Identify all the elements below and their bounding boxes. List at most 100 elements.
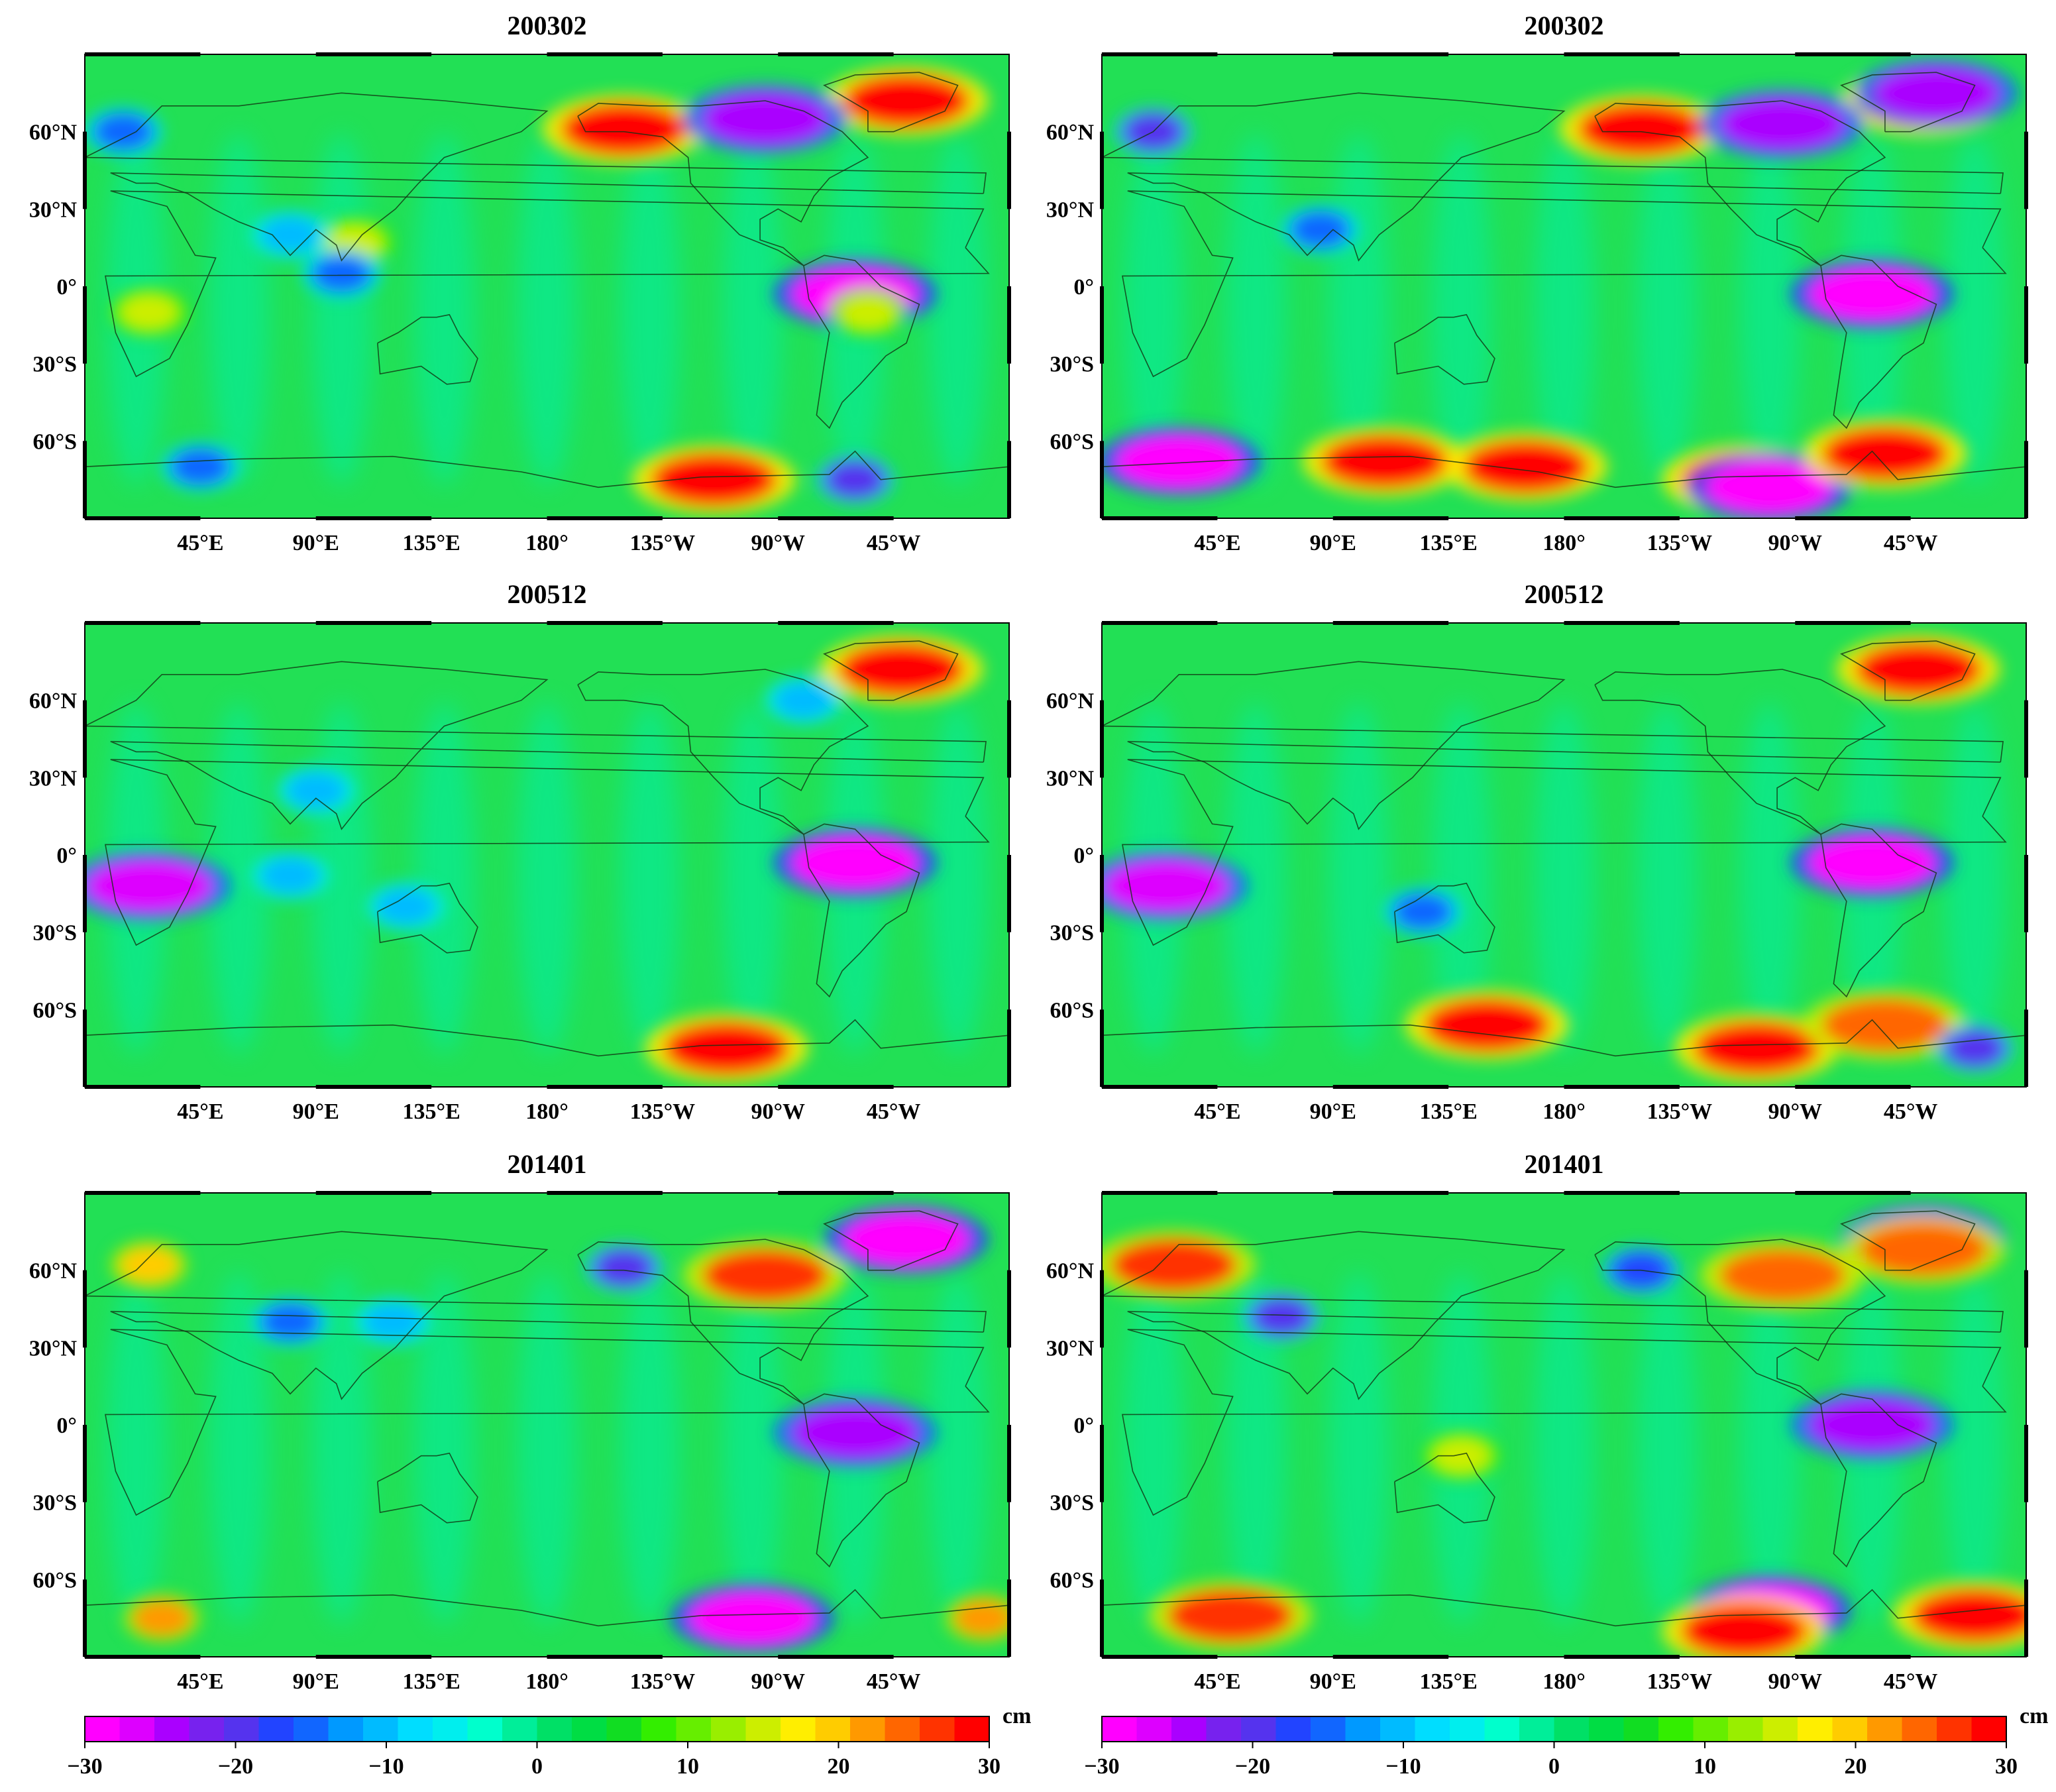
- coastline: [1122, 1329, 2007, 1516]
- anomaly-core: [792, 836, 918, 889]
- map-panel: 201401 45°E 90°E 135°E 180° 135°W 90°W 45°W 60°N…: [1046, 1149, 2028, 1694]
- colorbar-swatch: [1693, 1716, 1729, 1742]
- colorbar-swatch: [1589, 1716, 1624, 1742]
- coastline: [1840, 1210, 1976, 1271]
- x-tick-label: 45°W: [867, 1669, 921, 1694]
- x-tick-label: 90°E: [1310, 1669, 1356, 1694]
- anomaly-core: [825, 461, 885, 498]
- coastline: [85, 661, 987, 830]
- texture-band: [517, 1272, 577, 1624]
- colorbar-swatch: [467, 1716, 503, 1742]
- coastline: [1820, 823, 1937, 998]
- anomaly-blobs: [1102, 635, 2014, 1083]
- anomaly-core: [702, 92, 828, 146]
- texture-band: [517, 702, 577, 1054]
- anomaly-core: [838, 293, 898, 331]
- coastline: [1122, 190, 2007, 378]
- y-tick-label: 30°S: [1050, 921, 1094, 946]
- anomaly-core: [1873, 66, 2000, 120]
- x-tick-label: 180°: [1542, 1669, 1586, 1694]
- colorbar-swatch: [676, 1716, 712, 1742]
- anomaly-core: [1116, 435, 1242, 488]
- colorbar-swatch: [1415, 1716, 1450, 1742]
- colorbar-unit: cm: [2020, 1704, 2048, 1728]
- coastline: [377, 882, 478, 954]
- anomaly-core: [1393, 893, 1453, 930]
- y-tick-label: 60°N: [1046, 1259, 1095, 1284]
- colorbar-swatch: [1275, 1716, 1311, 1742]
- colorbar-tick-label: 30: [978, 1754, 1001, 1779]
- x-tick-label: 45°E: [1194, 531, 1240, 555]
- anomaly-core: [1462, 440, 1589, 494]
- anomaly-blobs: [110, 1205, 1009, 1653]
- colorbar-swatch: [1623, 1716, 1659, 1742]
- anomaly-core: [1431, 1437, 1491, 1475]
- coastline: [1840, 640, 1976, 701]
- y-tick-label: 60°S: [32, 1568, 77, 1593]
- x-tick-label: 45°E: [1194, 1669, 1240, 1694]
- colorbar-swatch: [1902, 1716, 1937, 1742]
- anomaly-core: [132, 1599, 192, 1637]
- colorbar-tick-label: 30: [1995, 1754, 2018, 1779]
- y-tick-label: 30°N: [29, 1336, 78, 1361]
- coastline: [803, 254, 920, 429]
- map-panel: 200302 45°E 90°E 135°E 180° 135°W 90°W 45°W 60°N…: [29, 11, 1011, 555]
- colorbar-swatch: [1554, 1716, 1590, 1742]
- y-tick-label: 60°S: [32, 429, 77, 454]
- coastline: [577, 1239, 869, 1405]
- colorbar-swatch: [398, 1716, 433, 1742]
- anomaly-core: [651, 453, 777, 506]
- texture-band: [620, 702, 680, 1054]
- x-tick-label: 135°W: [630, 531, 696, 555]
- texture-band: [1431, 702, 1491, 1054]
- y-tick-label: 30°N: [1046, 766, 1095, 791]
- x-tick-label: 135°E: [1419, 531, 1477, 555]
- y-tick-label: 30°N: [29, 766, 78, 791]
- colorbar-tick-label: −10: [1385, 1754, 1421, 1779]
- colorbar-swatch: [1102, 1716, 1137, 1742]
- anomaly-field: [85, 623, 1009, 1087]
- colorbar-tick-label: 0: [1548, 1754, 1560, 1779]
- coastline: [1594, 100, 1886, 266]
- colorbar-swatch: [224, 1716, 259, 1742]
- anomaly-core: [1110, 1238, 1237, 1292]
- x-tick-label: 135°W: [1647, 1669, 1713, 1694]
- colorbar-swatch: [1241, 1716, 1276, 1742]
- x-tick-label: 90°E: [293, 1099, 339, 1124]
- x-tick-label: 135°E: [402, 1099, 460, 1124]
- colorbar-tick-label: 20: [1845, 1754, 1867, 1779]
- coastline: [803, 823, 920, 998]
- x-tick-label: 90°E: [1310, 1099, 1356, 1124]
- colorbar-swatch: [572, 1716, 607, 1742]
- anomaly-core: [663, 1021, 790, 1075]
- x-tick-label: 180°: [525, 531, 568, 555]
- coastlines: [85, 1210, 1009, 1627]
- map-panel: 200512 45°E 90°E 135°E 180° 135°W 90°W 45°W 60°N…: [29, 579, 1011, 1124]
- texture-band: [928, 133, 988, 486]
- coastline: [105, 1329, 990, 1516]
- coastline: [1394, 1452, 1495, 1524]
- x-tick-label: 90°E: [293, 531, 339, 555]
- coastline: [85, 1231, 987, 1400]
- coastlines: [1102, 72, 2026, 488]
- texture-band: [1534, 702, 1594, 1054]
- anomaly-core: [1945, 1029, 2005, 1067]
- anomaly-core: [1809, 836, 1935, 889]
- colorbar-swatch: [920, 1716, 955, 1742]
- colorbar-tick-label: −20: [1235, 1754, 1270, 1779]
- x-tick-label: 180°: [525, 1669, 568, 1694]
- colorbar-swatch: [537, 1716, 572, 1742]
- anomaly-core: [170, 448, 231, 486]
- anomaly-core: [702, 1249, 828, 1302]
- y-tick-label: 30°N: [1046, 197, 1095, 222]
- coastlines: [1102, 640, 2026, 1057]
- background-texture: [1123, 1272, 2005, 1624]
- x-tick-label: 90°W: [1768, 1669, 1822, 1694]
- y-tick-label: 30°S: [32, 353, 77, 377]
- panel-title: 200512: [508, 579, 587, 609]
- colorbar-swatch: [745, 1716, 781, 1742]
- texture-band: [722, 133, 783, 486]
- texture-band: [1739, 1272, 1800, 1624]
- colorbar-swatch: [258, 1716, 294, 1742]
- x-tick-label: 45°E: [177, 1099, 223, 1124]
